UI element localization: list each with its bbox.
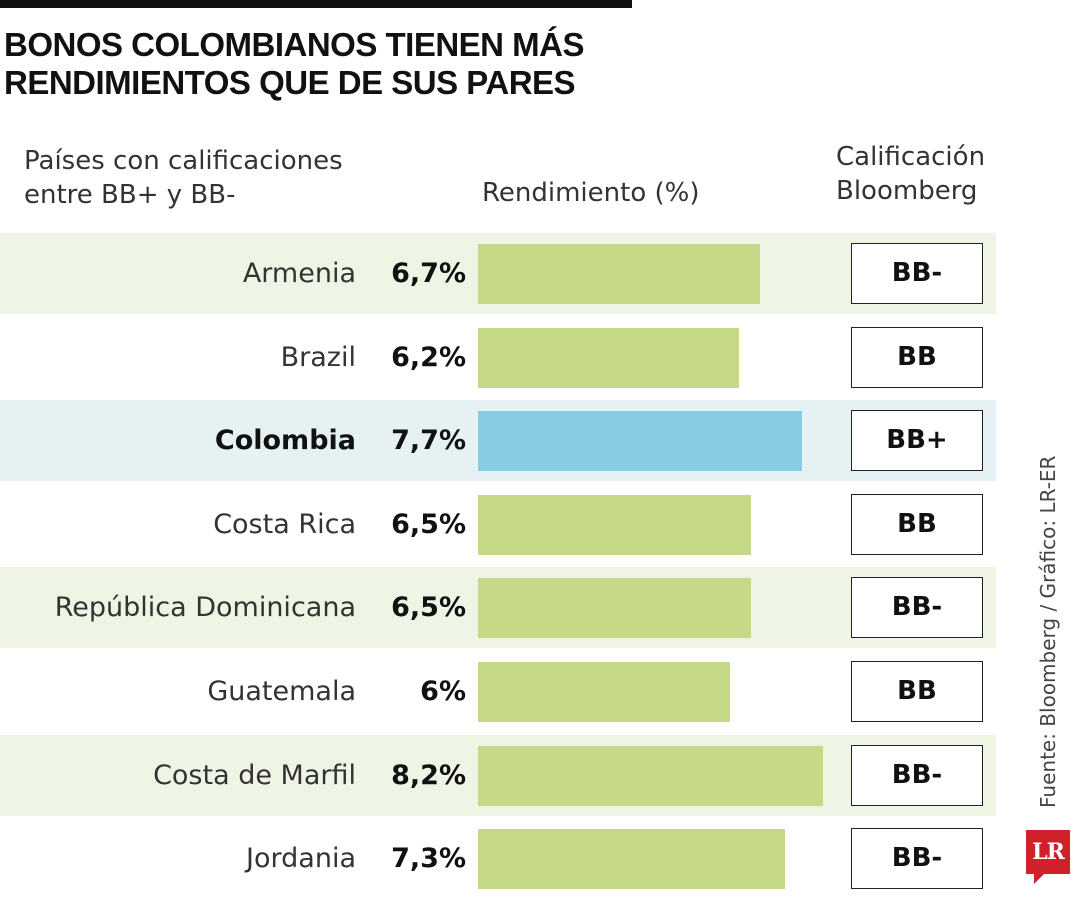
lr-logo-text: LR [1032,839,1065,865]
chart-row: Costa de Marfil 8,2% BB- [0,734,996,816]
country-label: Costa Rica [213,508,356,540]
value-label: 6,7% [391,258,466,289]
chart-row: Armenia 6,7% BB- [0,233,996,314]
value-label: 7,7% [391,425,466,457]
rating-header-line2: Bloomberg [836,176,978,206]
country-label: Colombia [214,425,356,457]
bar [478,578,752,639]
chart-title-line2: RENDIMIENTOS QUE DE SUS PARES [4,64,576,101]
countries-header-line2: entre BB+ y BB- [24,180,236,210]
rating-column-header: Calificación Bloomberg [836,140,985,208]
rating-badge: BB- [851,828,983,890]
value-label: 6,2% [391,341,466,373]
country-label: Jordania [246,843,356,875]
rating-header-line1: Calificación [836,142,986,172]
chart-title-line1: BONOS COLOMBIANOS TIENEN MÁS [4,26,585,63]
chart-row: Brazil 6,2% BB [0,317,996,398]
country-label: Costa de Marfil [153,759,356,791]
rating-badge: BB- [851,577,983,639]
country-label: Brazil [280,341,356,373]
country-label: Armenia [242,258,356,289]
value-label: 8,2% [391,759,466,791]
chart-row: República Dominicana 6,5% BB- [0,567,996,649]
lr-logo: LR [1026,830,1070,884]
rating-badge: BB [851,661,983,722]
source-note: Fuente: Bloomberg / Gráfico: LR-ER [1036,455,1060,808]
chart-row: Guatemala 6% BB [0,651,996,732]
value-label: 6,5% [391,508,466,540]
bar [478,327,739,388]
country-label: República Dominicana [54,592,356,624]
bar [478,411,802,472]
top-rule [0,0,632,8]
value-label: 7,3% [391,843,466,875]
chart-row: Costa Rica 6,5% BB [0,484,996,565]
rating-badge: BB+ [851,410,983,472]
value-label: 6,5% [391,592,466,624]
bar [478,829,786,890]
chart-title: BONOS COLOMBIANOS TIENEN MÁS RENDIMIENTO… [4,26,585,102]
value-label: 6% [420,676,466,707]
bar [478,662,731,722]
country-label: Guatemala [207,676,356,707]
countries-column-header: Países con calificaciones entre BB+ y BB… [24,144,343,212]
bar [478,494,752,555]
rating-badge: BB [851,326,983,388]
bar [478,244,760,304]
rating-badge: BB- [851,744,983,806]
countries-header-line1: Países con calificaciones [24,146,343,176]
rating-badge: BB [851,493,983,555]
chart-row: Jordania 7,3% BB- [0,818,996,899]
bar [478,745,823,806]
rating-badge: BB- [851,243,983,304]
chart-row: Colombia 7,7% BB+ [0,400,996,482]
yield-column-header: Rendimiento (%) [482,178,700,208]
